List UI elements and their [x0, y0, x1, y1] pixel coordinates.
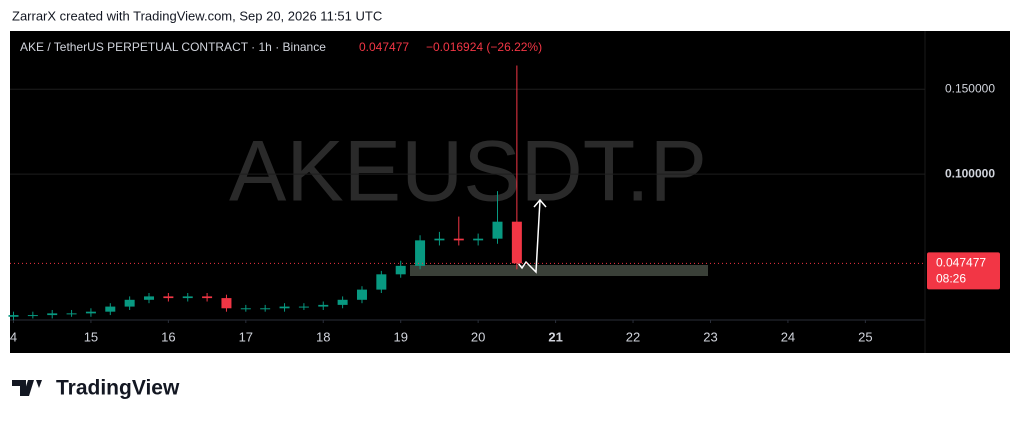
- price-tag-countdown: 08:26: [936, 271, 966, 285]
- brand-name: TradingView: [56, 377, 180, 400]
- brand-logo: [12, 380, 42, 396]
- header-price: 0.047477: [359, 40, 409, 54]
- x-tick-label: 15: [84, 329, 98, 344]
- candle-body: [473, 238, 484, 241]
- candle-body: [85, 311, 96, 314]
- candle-body: [182, 296, 193, 299]
- candle-body: [8, 315, 19, 317]
- x-tick-label: 22: [626, 329, 640, 344]
- candle-body: [240, 308, 251, 310]
- price-tag-value: 0.047477: [936, 255, 986, 269]
- projection-arrow: [513, 199, 541, 274]
- candle-body: [27, 315, 38, 317]
- candle-body: [453, 238, 464, 241]
- price-tag: [927, 252, 1000, 290]
- candle-body: [337, 299, 348, 305]
- x-tick-label: 25: [858, 329, 872, 344]
- x-tick-label: 21: [548, 329, 562, 344]
- x-tick-label: 4: [10, 329, 17, 344]
- zone-box: [410, 265, 708, 276]
- candle-body: [105, 306, 116, 312]
- candle-body: [144, 296, 155, 300]
- symbol-title: AKE / TetherUS PERPETUAL CONTRACT · 1h ·…: [20, 40, 326, 54]
- candle-body: [376, 274, 387, 290]
- candle-body: [221, 298, 232, 309]
- watermark: AKEUSDT.P: [229, 124, 707, 220]
- candle-body: [356, 289, 367, 300]
- candle-body: [202, 296, 213, 299]
- arrow-head: [533, 198, 547, 208]
- candle-body: [415, 240, 426, 266]
- candle-body: [492, 221, 503, 239]
- candle-body: [279, 306, 290, 309]
- candle-body: [66, 313, 77, 315]
- candle-body: [163, 296, 174, 299]
- candle-body: [47, 313, 58, 316]
- candle-body: [260, 308, 271, 310]
- candle-body: [298, 306, 309, 308]
- x-tick-label: 17: [239, 329, 253, 344]
- x-tick-label: 23: [703, 329, 717, 344]
- chart-panel: [10, 31, 1010, 353]
- x-tick-label: 19: [393, 329, 407, 344]
- brand: TradingView: [12, 377, 180, 400]
- credit: ZarrarX created with TradingView.com, Se…: [12, 8, 382, 23]
- y-tick-label: 0.100000: [945, 166, 995, 180]
- x-tick-label: 16: [161, 329, 175, 344]
- candle-body: [395, 265, 406, 275]
- x-tick-label: 20: [471, 329, 485, 344]
- y-tick-label: 0.150000: [945, 81, 995, 95]
- x-tick-label: 24: [781, 329, 795, 344]
- candle-body: [511, 221, 522, 264]
- candle-body: [318, 304, 329, 307]
- x-tick-label: 18: [316, 329, 330, 344]
- header-change: −0.016924 (−26.22%): [426, 40, 542, 54]
- candle-body: [124, 299, 135, 307]
- candle-body: [434, 238, 445, 241]
